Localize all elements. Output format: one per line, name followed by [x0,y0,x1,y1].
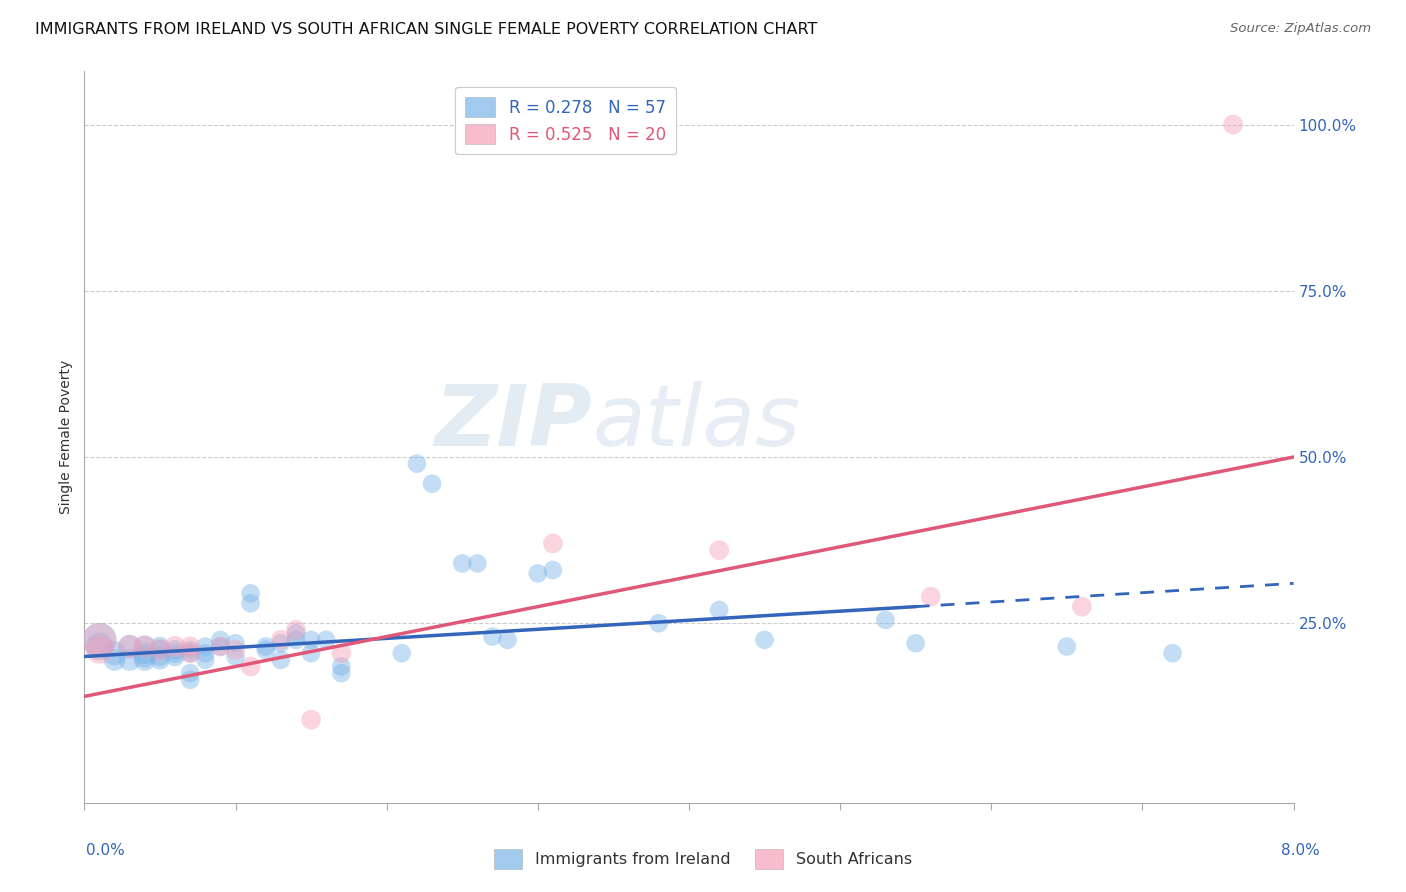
Point [165,640,187,654]
Point [285,626,308,640]
Point [118,653,141,667]
Point [209,640,232,654]
Point [239,659,262,673]
Point [496,632,519,647]
Point [225,636,247,650]
Point [1222,118,1244,132]
Point [299,713,322,727]
Point [225,649,247,664]
Point [754,632,776,647]
Point [270,632,292,647]
Point [134,640,156,654]
Point [165,646,187,660]
Point [1161,646,1184,660]
Point [165,649,187,664]
Point [451,557,474,571]
Point [179,666,201,681]
Text: 8.0%: 8.0% [1281,843,1320,858]
Point [330,646,353,660]
Point [194,646,217,660]
Text: 0.0%: 0.0% [86,843,125,858]
Point [179,673,201,687]
Point [149,649,172,664]
Point [149,643,172,657]
Point [134,653,156,667]
Point [527,566,550,581]
Point [285,632,308,647]
Point [134,649,156,664]
Point [391,646,413,660]
Point [134,640,156,654]
Point [149,653,172,667]
Point [179,646,201,660]
Point [194,653,217,667]
Text: IMMIGRANTS FROM IRELAND VS SOUTH AFRICAN SINGLE FEMALE POVERTY CORRELATION CHART: IMMIGRANTS FROM IRELAND VS SOUTH AFRICAN… [35,22,817,37]
Point [179,643,201,657]
Point [134,646,156,660]
Point [920,590,942,604]
Point [270,636,292,650]
Point [254,640,277,654]
Point [89,643,111,657]
Point [467,557,489,571]
Point [149,640,172,654]
Point [209,632,232,647]
Point [225,643,247,657]
Point [299,646,322,660]
Point [904,636,927,650]
Text: atlas: atlas [592,381,800,464]
Point [89,632,111,647]
Point [541,536,564,550]
Point [1056,640,1078,654]
Point [648,616,671,631]
Point [194,640,217,654]
Point [315,632,337,647]
Point [209,640,232,654]
Point [179,640,201,654]
Point [299,632,322,647]
Y-axis label: Single Female Poverty: Single Female Poverty [59,360,73,514]
Point [420,476,443,491]
Point [270,653,292,667]
Point [149,643,172,657]
Legend: R = 0.278   N = 57, R = 0.525   N = 20: R = 0.278 N = 57, R = 0.525 N = 20 [456,87,676,154]
Text: ZIP: ZIP [434,381,592,464]
Point [89,640,111,654]
Point [875,613,897,627]
Point [118,640,141,654]
Point [481,630,503,644]
Point [165,643,187,657]
Point [254,643,277,657]
Point [118,640,141,654]
Point [239,596,262,610]
Point [406,457,429,471]
Point [330,666,353,681]
Point [1071,599,1094,614]
Text: Source: ZipAtlas.com: Source: ZipAtlas.com [1230,22,1371,36]
Point [709,543,731,558]
Point [89,632,111,647]
Point [709,603,731,617]
Point [239,586,262,600]
Point [104,646,127,660]
Point [330,659,353,673]
Point [179,646,201,660]
Point [104,653,127,667]
Legend: Immigrants from Ireland, South Africans: Immigrants from Ireland, South Africans [488,843,918,875]
Point [541,563,564,577]
Point [285,623,308,637]
